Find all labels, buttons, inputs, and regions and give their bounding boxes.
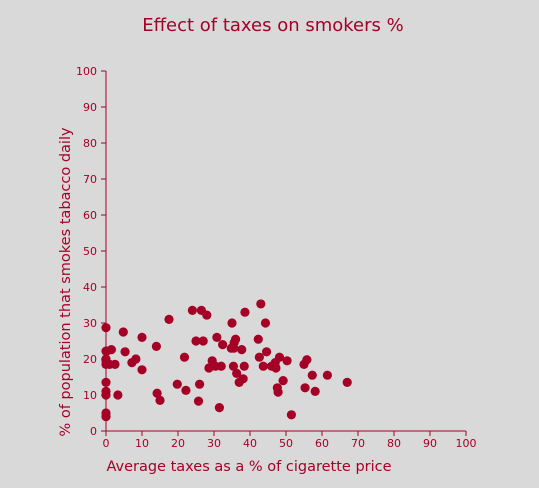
data-point: [106, 345, 116, 355]
data-point: [228, 361, 239, 371]
data-point: [260, 318, 271, 328]
data-point: [342, 377, 352, 387]
x-tick-label: 20: [171, 437, 185, 450]
data-point: [231, 334, 241, 344]
data-point: [202, 310, 212, 320]
data-point: [273, 387, 283, 397]
data-point: [110, 359, 120, 369]
data-point: [240, 307, 250, 317]
x-tick-label: 10: [135, 437, 149, 450]
y-tick-label: 100: [76, 65, 97, 78]
data-point: [187, 305, 197, 315]
y-tick-label: 90: [83, 101, 97, 114]
data-point: [239, 361, 249, 371]
y-tick-label: 10: [83, 389, 97, 402]
data-point: [278, 376, 288, 386]
data-point: [131, 354, 141, 364]
data-point: [101, 386, 111, 396]
x-tick-label: 30: [207, 437, 221, 450]
y-tick-label: 70: [83, 173, 97, 186]
data-point: [198, 336, 208, 346]
data-point: [152, 388, 162, 398]
data-point: [118, 327, 128, 337]
y-tick-label: 30: [83, 317, 97, 330]
data-point: [310, 386, 320, 396]
data-point: [179, 352, 190, 362]
data-point: [282, 356, 292, 366]
data-point: [302, 355, 312, 365]
x-tick-label: 100: [456, 437, 477, 450]
data-point: [271, 363, 281, 373]
x-tick-label: 60: [315, 437, 329, 450]
data-point: [237, 345, 247, 355]
y-axis-title: % of population that smokes tabacco dail…: [58, 127, 74, 437]
y-tick-label: 0: [90, 425, 97, 438]
x-tick-label: 50: [279, 437, 293, 450]
y-tick-label: 60: [83, 209, 97, 222]
data-point: [256, 299, 266, 309]
data-point: [151, 341, 161, 351]
data-point: [258, 361, 268, 371]
y-tick-label: 40: [83, 281, 97, 294]
data-point: [253, 334, 263, 344]
data-point: [164, 314, 174, 324]
data-point: [218, 340, 228, 350]
data-point: [137, 365, 147, 375]
data-point: [232, 368, 242, 378]
chart-title: Effect of taxes on smokers %: [142, 15, 403, 36]
y-tick-label: 50: [83, 245, 97, 258]
x-tick-label: 90: [423, 437, 437, 450]
data-point: [254, 352, 264, 362]
data-point: [307, 370, 317, 380]
data-point: [113, 390, 123, 400]
x-tick-label: 0: [103, 437, 110, 450]
x-axis-title: Average taxes as a % of cigarette price: [106, 459, 391, 475]
data-point: [212, 332, 222, 342]
data-point: [322, 370, 332, 380]
data-point: [181, 385, 191, 395]
data-point: [261, 347, 272, 357]
data-point: [216, 361, 226, 371]
data-point: [300, 383, 310, 393]
data-point: [195, 379, 205, 389]
data-point: [227, 318, 237, 328]
data-point: [101, 408, 111, 418]
data-point: [214, 403, 224, 413]
y-tick-label: 20: [83, 353, 97, 366]
data-point: [193, 396, 204, 406]
data-point: [172, 379, 182, 389]
data-point: [101, 377, 111, 387]
data-point: [286, 410, 296, 420]
data-point: [120, 347, 130, 357]
data-point: [155, 395, 165, 405]
data-points: [101, 299, 352, 422]
data-point: [191, 336, 201, 346]
data-point: [137, 332, 147, 342]
x-tick-label: 70: [351, 437, 365, 450]
y-tick-label: 80: [83, 137, 97, 150]
axes: 0 10 20 30 40 50 60 70 80 90 100 0 10 20 30 40 50 60 70 80 9…: [76, 65, 477, 450]
data-point: [274, 352, 285, 362]
data-point: [101, 323, 111, 333]
data-point: [238, 374, 248, 384]
x-tick-label: 40: [243, 437, 257, 450]
x-tick-label: 80: [387, 437, 401, 450]
